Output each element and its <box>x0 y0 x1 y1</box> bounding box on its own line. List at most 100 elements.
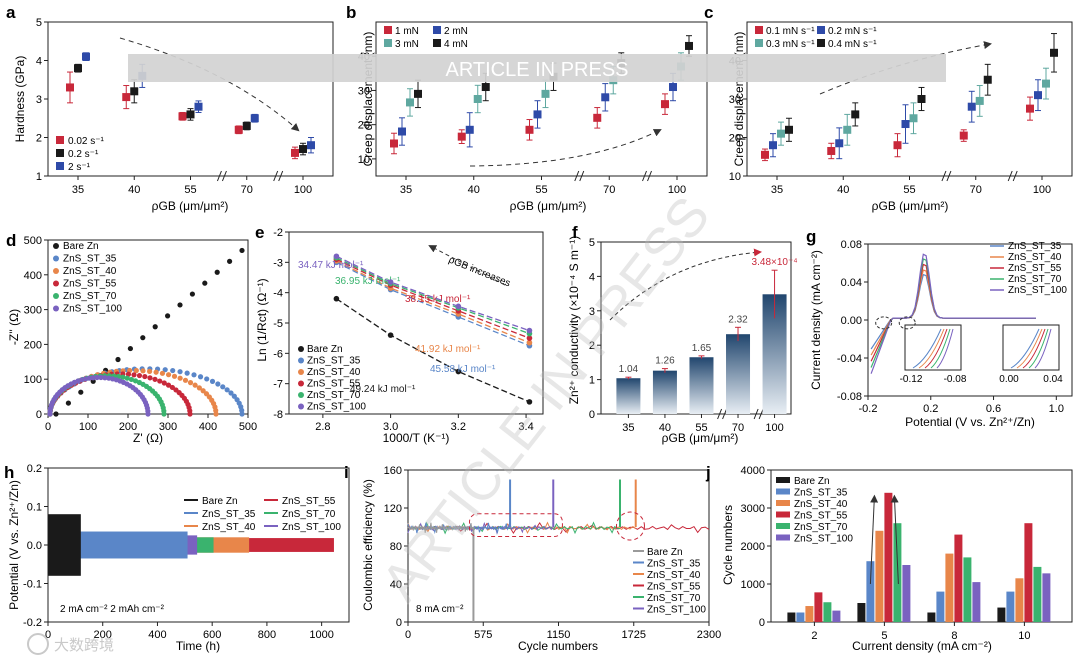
panel-d-red-point <box>136 372 143 379</box>
panel-b-red-point <box>593 113 602 122</box>
panel-j-bar-red <box>814 592 823 622</box>
panel-letter-i: i <box>344 463 349 482</box>
panel-e-xtick-label: 3.4 <box>518 421 533 433</box>
trend-arrow-a <box>119 37 300 132</box>
article-banner-text: ARTICLE IN PRESS <box>445 59 628 81</box>
panel-h-xtick-label: 600 <box>203 629 221 641</box>
panel-d-steel-point <box>224 387 230 393</box>
legend-h-label: Bare Zn <box>202 496 238 507</box>
panel-f-data-label: 2.32 <box>728 314 748 325</box>
panel-f-data-label: 1.04 <box>619 364 639 375</box>
panel-d-red-point <box>161 380 167 386</box>
panel-j-bar-black <box>857 603 866 622</box>
panel-b-teal-point <box>473 95 482 103</box>
panel-c-black-point <box>785 125 793 134</box>
axis-break <box>273 170 279 182</box>
panel-e-xtick-label: 2.8 <box>315 421 330 433</box>
panel-j-bar-black <box>997 607 1006 622</box>
panel-d-black-point <box>239 247 245 254</box>
panel-e-orange-point <box>526 339 533 346</box>
panel-d-red-point <box>125 371 132 377</box>
panel-d-xtick-label: 0 <box>45 421 51 433</box>
panel-b-xtick-label: 100 <box>668 184 686 196</box>
panel-f-data-label: 3.48×10⁻⁴ <box>752 257 798 268</box>
panel-i-ytick-label: 40 <box>390 579 402 591</box>
legend-j-swatch <box>776 523 790 529</box>
panel-g-ytick-label: 0.04 <box>841 277 862 289</box>
panel-a-xlabel: ρGB (μm/μm²) <box>152 199 229 213</box>
watermark-logo-icon <box>27 633 49 655</box>
panel-j-bar-red <box>954 534 963 622</box>
panel-e-xtick-label: 3.0 <box>383 421 398 433</box>
panel-g-ytick-label: -0.08 <box>837 391 862 403</box>
panel-b-ylabel: Creep displacement (nm) <box>361 32 375 167</box>
panel-d-steel-point <box>197 374 204 380</box>
legend-d-marker <box>53 293 59 299</box>
panel-c-teal-point <box>909 114 918 123</box>
panel-g-inset-tick: 0.04 <box>1043 374 1063 385</box>
panel-c-teal-point <box>975 96 984 105</box>
panel-a-ytick-label: 4 <box>36 56 42 68</box>
panel-e-purple-point <box>455 303 462 310</box>
legend-a-swatch <box>56 136 64 144</box>
panel-b-red-point <box>457 132 466 141</box>
legend-b-label: 4 mN <box>444 39 468 50</box>
axis-break <box>717 408 723 420</box>
panel-c-red-point <box>1026 104 1034 113</box>
panel-d-steel-point <box>162 367 168 373</box>
panel-i-xtick-label: 575 <box>474 629 492 641</box>
panel-d-purple-point <box>82 376 88 382</box>
panel-d-ytick-label: 300 <box>24 305 42 317</box>
panel-d-steel-point <box>204 376 210 382</box>
axis-break <box>216 170 222 182</box>
panel-g-inset-curve <box>912 328 942 369</box>
panel-d-black-point <box>227 258 233 264</box>
panel-c-xlabel: ρGB (μm/μm²) <box>872 199 949 213</box>
panel-d-steel-point <box>184 370 190 376</box>
panel-b-teal-point <box>541 89 550 98</box>
panel-b-xtick-label: 35 <box>400 184 412 196</box>
panel-j-bar-purple <box>902 565 911 622</box>
panel-h-ytick-label: 0.1 <box>27 502 42 514</box>
legend-c-label: 0.2 mN s⁻¹ <box>828 26 877 37</box>
panel-j-bar-red <box>1024 523 1033 622</box>
panel-g-xtick-label: 0.2 <box>923 403 938 415</box>
panel-b-frame <box>375 21 708 177</box>
legend-b-label: 1 mN <box>395 26 419 37</box>
panel-a-ytick-label: 1 <box>36 171 42 183</box>
panel-g-inset-curve <box>1022 328 1046 369</box>
axis-break <box>278 170 284 182</box>
legend-b-swatch <box>384 26 392 34</box>
legend-j-swatch <box>776 534 790 541</box>
panel-b-xlabel: ρGB (μm/μm²) <box>510 199 587 213</box>
panel-d-xtick-label: 200 <box>119 421 137 433</box>
legend-g-label: ZnS_ST_35 <box>1008 241 1062 252</box>
panel-a-xtick-label: 70 <box>241 184 253 196</box>
legend-e-label: ZnS_ST_70 <box>307 390 361 401</box>
panel-f-ytick-label: 5 <box>589 237 595 249</box>
panel-d-xtick-label: 300 <box>159 421 177 433</box>
panel-j-ytick-label: 1000 <box>741 579 765 591</box>
panel-d-red-point <box>165 382 172 388</box>
panel-c-xtick-label: 40 <box>837 184 849 196</box>
article-banner <box>128 54 946 82</box>
panel-b-black-point <box>685 41 693 50</box>
panel-letter-c: c <box>704 3 713 22</box>
panel-c-red-point <box>761 150 769 159</box>
panel-b-red-point <box>661 100 669 109</box>
panel-i-xtick-label: 0 <box>405 629 411 641</box>
panel-d-green-point <box>120 374 126 380</box>
panel-letter-h: h <box>4 463 14 482</box>
panel-j-bar-green <box>963 557 972 622</box>
legend-e-label: ZnS_ST_40 <box>307 367 361 378</box>
panel-d-purple-point <box>98 374 104 381</box>
legend-h-label: ZnS_ST_35 <box>202 509 256 520</box>
panel-d-steel-point <box>228 390 234 396</box>
legend-g-label: ZnS_ST_70 <box>1008 274 1062 285</box>
panel-d-orange-point <box>200 388 206 394</box>
legend-g-label: ZnS_ST_100 <box>1008 285 1067 296</box>
panel-d-black-point <box>177 302 183 308</box>
legend-j-label: ZnS_ST_40 <box>794 499 848 510</box>
panel-e-energy-label: 45.58 kJ mol⁻¹ <box>430 364 496 375</box>
